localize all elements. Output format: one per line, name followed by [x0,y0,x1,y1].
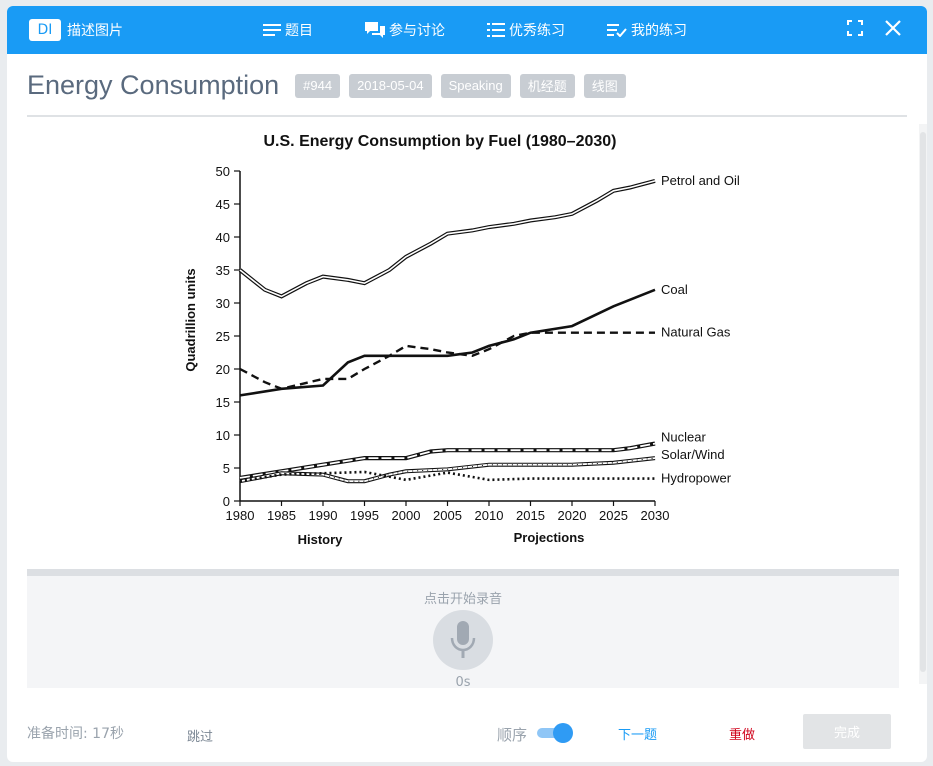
app-badge: DI [29,19,61,41]
chart-title: U.S. Energy Consumption by Fuel (1980–20… [264,133,617,150]
y-tick-label: 45 [216,197,230,212]
nav-mine[interactable]: 我的练习 [607,20,687,40]
y-tick-label: 10 [216,428,230,443]
record-timer: 0s [455,675,471,690]
top-nav: 题目 参与讨论 优秀练习 我的练习 [263,6,687,54]
series-natural-gas-line [239,331,655,391]
tag-type: Speaking [440,73,511,98]
line-chart: U.S. Energy Consumption by Fuel (1980–20… [183,133,740,547]
next-question-button[interactable]: 下一题 [618,728,658,743]
x-tick-label: 2020 [558,508,587,523]
nav-questions[interactable]: 题目 [263,20,313,40]
tag-chart-kind: 线图 [583,73,626,98]
y-tick-label: 20 [216,362,230,377]
x-tick-label: 1985 [267,508,296,523]
tag-id: #944 [295,73,341,98]
nav-excellent[interactable]: 优秀练习 [487,20,565,40]
series-petrol-and-oil-line-inner [239,180,656,298]
tag-category: 机经题 [519,73,575,98]
series-coal-label: Coal [661,282,688,297]
section-label-history: History [298,532,344,547]
series-solar-wind-line-hatch [239,457,656,482]
series-natural-gas-label: Natural Gas [661,325,731,340]
prep-time-value: 17秒 [92,726,124,742]
y-axis-label: Quadrillion units [183,268,198,371]
list-check-icon [607,24,627,37]
fullscreen-icon[interactable] [847,20,863,36]
footer-bar: 准备时间: 17秒 跳过 顺序 下一题 重做 完成 [7,706,927,756]
prep-time-label: 准备时间: [27,726,88,742]
series-nuclear-label: Nuclear [661,430,706,445]
toggle-knob [553,723,573,743]
y-tick-label: 35 [216,263,230,278]
nav-discuss-label: 参与讨论 [389,23,445,39]
x-tick-label: 2010 [475,508,504,523]
x-tick-label: 2030 [641,508,670,523]
chat-bubbles-icon [365,22,385,38]
series-petrol-and-oil-line [238,178,656,299]
record-hint: 点击开始录音 [423,592,502,607]
done-button[interactable]: 完成 [803,714,891,749]
app-brand: DI 描述图片 [29,19,123,41]
bullet-list-icon [487,23,505,37]
skip-button[interactable]: 跳过 [187,730,214,745]
app-name: 描述图片 [67,23,123,39]
y-tick-label: 25 [216,329,230,344]
recorder-panel: 点击开始录音 0s [27,569,899,690]
series-hydropower-label: Hydropower [661,471,732,486]
page-title: Energy Consumption [27,70,280,100]
tag-list: #944 2018-05-04 Speaking 机经题 线图 [295,73,635,98]
list-lines-icon [263,24,281,36]
close-icon[interactable] [885,20,901,36]
microphone-icon [450,621,476,658]
record-button[interactable] [433,610,493,670]
y-tick-label: 30 [216,296,230,311]
question-header: Energy Consumption #944 2018-05-04 Speak… [27,70,635,101]
series-solar-wind-label: Solar/Wind [661,447,725,462]
y-tick-label: 0 [223,494,230,509]
nav-mine-label: 我的练习 [631,23,687,39]
x-tick-label: 2000 [392,508,421,523]
chart-container: U.S. Energy Consumption by Fuel (1980–20… [177,124,757,554]
tag-date: 2018-05-04 [349,73,432,98]
series-nuclear-line-inner [239,442,656,479]
section-label-projections: Projections [514,530,585,545]
x-tick-label: 1995 [350,508,379,523]
x-tick-label: 1980 [226,508,255,523]
x-tick-label: 1990 [309,508,338,523]
header-divider [27,115,907,117]
y-tick-label: 15 [216,395,230,410]
y-tick-label: 5 [223,461,230,476]
nav-discuss[interactable]: 参与讨论 [365,20,445,40]
order-toggle[interactable] [537,723,573,743]
redo-button[interactable]: 重做 [729,728,756,743]
top-bar: DI 描述图片 题目 参与讨论 优秀练习 我的练习 [7,6,927,54]
y-tick-label: 40 [216,230,230,245]
x-tick-label: 2025 [599,508,628,523]
scrollbar-thumb[interactable] [920,132,926,672]
nav-questions-label: 题目 [285,23,313,39]
prep-time: 准备时间: 17秒 [27,723,124,743]
x-tick-label: 2015 [516,508,545,523]
y-tick-label: 50 [216,164,230,179]
series-coal-line [239,288,656,397]
nav-excellent-label: 优秀练习 [509,23,565,39]
series-petrol-and-oil-label: Petrol and Oil [661,173,740,188]
x-tick-label: 2005 [433,508,462,523]
order-label: 顺序 [497,726,528,744]
exercise-window: DI 描述图片 题目 参与讨论 优秀练习 我的练习 [7,6,927,762]
window-controls [825,20,901,36]
